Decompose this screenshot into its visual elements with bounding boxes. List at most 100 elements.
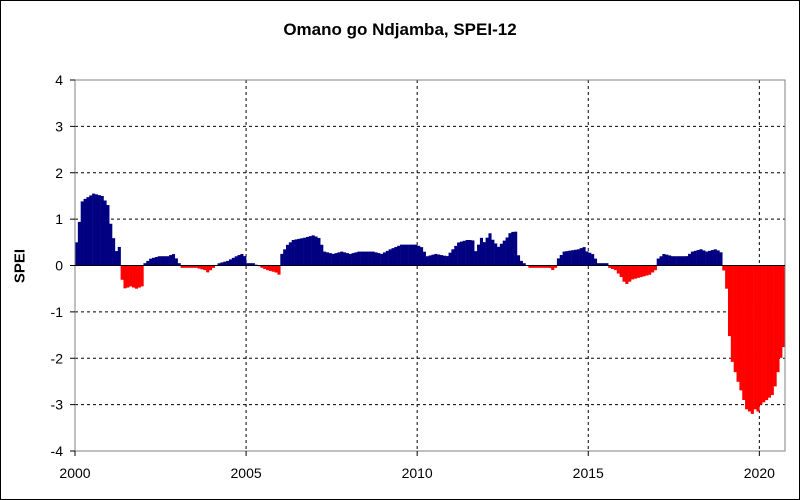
spei-bar [228,259,233,266]
spei-bar [169,255,173,266]
spei-bar [411,244,415,266]
spei-bar [508,233,512,266]
spei-bar [109,223,113,266]
spei-bar [485,237,489,266]
spei-bar [505,237,509,266]
spei-bar [434,253,438,266]
spei-bar [668,255,672,266]
spei-bar [231,257,235,266]
spei-bar [286,244,290,266]
spei-bar [730,265,734,362]
spei-bar [294,239,298,266]
spei-bar [140,265,144,287]
spei-bar [180,265,184,268]
spei-bar [431,254,435,266]
spei-bar [97,195,101,266]
spei-bar [200,265,204,270]
spei-bar [576,249,580,266]
spei-bar [305,236,310,266]
spei-bar [151,257,156,266]
spei-bar [397,245,401,266]
spei-bar [400,244,404,266]
spei-bar [211,265,215,268]
spei-bar [117,246,121,266]
spei-bar [134,265,138,289]
spei-bar [394,246,398,266]
spei-bar [154,257,158,266]
spei-bar [773,265,777,387]
spei-bar [303,237,307,266]
spei-bar [596,263,600,266]
y-tick-label: 2 [55,165,63,181]
spei-bar [371,251,375,266]
spei-bar [656,258,660,266]
spei-bar [611,265,615,270]
spei-bar [591,254,595,266]
spei-bar [405,244,409,266]
spei-bar [673,256,677,266]
spei-bar [690,251,695,266]
spei-bar [166,256,170,266]
spei-bar [337,252,341,266]
spei-bar [713,249,717,266]
spei-bar [556,258,560,266]
spei-bar [628,265,632,282]
spei-bar [106,205,110,266]
spei-bar [360,251,364,266]
spei-bar [251,263,255,266]
spei-bar [328,253,332,266]
spei-bar [528,265,532,268]
spei-bar [442,255,446,266]
y-tick-label: -3 [51,397,64,413]
spei-bar [454,245,458,266]
spei-bar [542,265,546,268]
spei-bar [280,253,284,266]
spei-bar [733,265,737,373]
spei-bar [568,250,572,266]
spei-bar [511,231,515,266]
spei-bar [89,195,93,266]
spei-bar [114,251,119,266]
spei-bar [203,265,207,271]
spei-bar [482,242,486,266]
spei-bar [736,265,740,382]
spei-bar [157,256,161,266]
spei-bar [753,265,757,410]
spei-bar [679,256,683,266]
spei-bar [665,254,669,266]
spei-bar [477,244,481,266]
spei-bar [776,265,780,373]
spei-bar [642,265,646,277]
spei-bar [471,240,475,266]
spei-bar [149,258,153,266]
spei-bar [83,198,87,266]
spei-bar [209,265,213,271]
spei-bar [585,251,589,266]
spei-bar [177,263,181,266]
spei-bar [174,258,178,266]
spei-bar [710,250,714,266]
spei-bar [745,265,749,410]
spei-bar [274,265,278,273]
spei-bar [693,250,697,266]
spei-bar [702,250,706,266]
spei-bar [132,265,136,288]
y-tick-label: 4 [55,72,63,88]
spei-bar [297,238,301,266]
spei-bar [554,265,558,268]
spei-bar [573,249,578,266]
spei-bar [571,250,575,266]
spei-bar [696,250,700,266]
spei-bar [417,245,421,266]
spei-bar [727,265,732,337]
spei-bar [631,265,635,280]
spei-bar [519,260,523,266]
spei-bar [782,265,786,348]
spei-bar [357,251,361,266]
spei-bar [300,238,304,266]
spei-bar [365,251,369,266]
spei-bar [479,237,484,266]
y-tick-label: -1 [51,304,64,320]
spei-bar [388,249,392,266]
spei-bar [234,256,238,266]
